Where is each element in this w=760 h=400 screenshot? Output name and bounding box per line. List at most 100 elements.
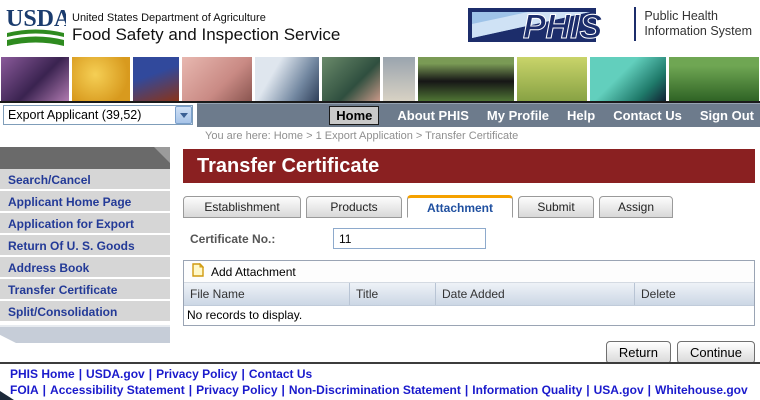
sidebar-header (0, 147, 170, 169)
certificate-number-input[interactable] (333, 228, 486, 249)
photo-pigs (182, 57, 252, 101)
nav-item-sign-out[interactable]: Sign Out (699, 108, 754, 123)
photo-chicks (72, 57, 130, 101)
photo-cattle (418, 57, 514, 101)
sidebar-header-fold (154, 147, 170, 163)
photo-lab-scientists (1, 57, 69, 101)
phis-logo-divider (634, 7, 637, 41)
column-title[interactable]: Title (349, 283, 435, 305)
attachment-table-header: File Name Title Date Added Delete (184, 283, 754, 306)
footer-link-accessibility-statement[interactable]: Accessibility Statement (50, 383, 185, 397)
footer-link-usda-gov[interactable]: USDA.gov (86, 367, 145, 381)
role-selector-dropdown-button[interactable] (175, 106, 192, 124)
return-button[interactable]: Return (605, 341, 671, 364)
footer-separator: | (586, 383, 590, 397)
footer-link-information-quality[interactable]: Information Quality (472, 383, 583, 397)
phis-logo-icon: PHIS (468, 8, 603, 44)
tab-bar: Establishment Products Attachment Submit… (183, 195, 755, 218)
sidebar-item-return-of-us-goods[interactable]: Return Of U. S. Goods (0, 235, 170, 257)
nav-item-contact-us[interactable]: Contact Us (613, 108, 682, 123)
content-area: Search/Cancel Applicant Home Page Applic… (0, 147, 760, 364)
footer-link-foia[interactable]: FOIA (10, 383, 39, 397)
svg-text:USDA: USDA (6, 6, 66, 32)
main-panel: Transfer Certificate Establishment Produ… (170, 147, 755, 364)
photo-meat-processing (322, 57, 380, 101)
footer-separator: | (464, 383, 469, 397)
sidebar-item-transfer-certificate[interactable]: Transfer Certificate (0, 279, 170, 301)
phis-tagline: Public Health Information System (644, 9, 752, 39)
footer-separator: | (148, 367, 153, 381)
phis-tagline-1: Public Health (644, 9, 718, 23)
tab-assign[interactable]: Assign (599, 196, 673, 218)
add-attachment-icon (192, 262, 205, 280)
footer-separator: | (241, 367, 245, 381)
usda-logo-icon: USDA (6, 6, 72, 55)
tab-products[interactable]: Products (306, 196, 402, 218)
footer-separator: | (647, 383, 651, 397)
footer-link-privacy-policy[interactable]: Privacy Policy (156, 367, 238, 381)
role-selector-zone: Export Applicant (39,52) (0, 103, 197, 127)
photo-banner (0, 57, 760, 103)
footer-link-phis-home[interactable]: PHIS Home (10, 367, 75, 381)
add-attachment-label[interactable]: Add Attachment (211, 264, 296, 279)
footer-link-contact-us[interactable]: Contact Us (248, 367, 313, 381)
photo-lab-coats (255, 57, 319, 101)
breadcrumb-row: You are here: Home > 1 Export Applicatio… (0, 127, 760, 147)
tab-submit[interactable]: Submit (518, 196, 594, 218)
photo-microscope-scientist (590, 57, 666, 101)
photo-field-person (517, 57, 587, 101)
footer-link-privacy-policy-2[interactable]: Privacy Policy (196, 383, 278, 397)
action-button-row: Return Continue (183, 341, 755, 364)
footer-corner-decoration (0, 391, 14, 400)
footer-separator: | (78, 367, 83, 381)
top-navbar: Home About PHIS My Profile Help Contact … (197, 103, 760, 127)
footer-link-whitehouse-gov[interactable]: Whitehouse.gov (655, 383, 748, 397)
role-selector-value: Export Applicant (39,52) (8, 108, 142, 122)
photo-crop-field (669, 57, 759, 101)
sidebar-item-split-consolidation[interactable]: Split/Consolidation (0, 301, 170, 323)
svg-text:PHIS: PHIS (523, 8, 603, 44)
sidebar-item-search-cancel[interactable]: Search/Cancel (0, 169, 170, 191)
sidebar-footer (0, 325, 170, 343)
footer-links-row-2: FOIA | Accessibility Statement | Privacy Pol… (10, 382, 760, 398)
photo-worker-hardhat (383, 57, 415, 101)
nav-item-about-phis[interactable]: About PHIS (397, 108, 469, 123)
footer-separator: | (188, 383, 193, 397)
nav-item-help[interactable]: Help (567, 108, 596, 123)
breadcrumb: You are here: Home > 1 Export Applicatio… (205, 130, 519, 142)
sidebar-item-address-book[interactable]: Address Book (0, 257, 170, 279)
page-title: Transfer Certificate (183, 149, 755, 183)
nav-item-my-profile[interactable]: My Profile (486, 108, 550, 123)
footer-link-non-discrimination[interactable]: Non-Discrimination Statement (288, 383, 461, 397)
sidebar-item-application-for-export[interactable]: Application for Export (0, 213, 170, 235)
empty-table-message: No records to display. (184, 306, 754, 325)
nav-row: Export Applicant (39,52) Home About PHIS… (0, 103, 760, 127)
department-line: United States Department of Agriculture (72, 12, 266, 25)
tab-establishment[interactable]: Establishment (183, 196, 301, 218)
nav-item-home[interactable]: Home (329, 106, 380, 125)
role-selector[interactable]: Export Applicant (39,52) (3, 105, 193, 125)
sidebar: Search/Cancel Applicant Home Page Applic… (0, 147, 170, 362)
site-header: USDA United States Department of Agricul… (0, 0, 760, 57)
photo-inspection-workers (133, 57, 179, 101)
footer-links-row-1: PHIS Home | USDA.gov | Privacy Policy | Contac… (10, 366, 760, 382)
column-file-name[interactable]: File Name (190, 287, 245, 301)
chevron-down-icon (179, 112, 188, 118)
phis-tagline-2: Information System (644, 24, 752, 38)
page-footer: PHIS Home | USDA.gov | Privacy Policy | Contac… (0, 362, 760, 400)
continue-button[interactable]: Continue (676, 341, 755, 364)
agency-line: Food Safety and Inspection Service (72, 25, 341, 45)
phis-logo: PHIS Public Health Information System (468, 4, 752, 44)
sidebar-menu: Search/Cancel Applicant Home Page Applic… (0, 169, 170, 323)
attachment-toolbar[interactable]: Add Attachment (184, 261, 754, 283)
footer-link-usa-gov[interactable]: USA.gov (593, 383, 644, 397)
certificate-number-label: Certificate No.: (190, 231, 276, 246)
tab-attachment[interactable]: Attachment (407, 195, 513, 218)
column-date-added[interactable]: Date Added (435, 283, 634, 305)
column-delete[interactable]: Delete (634, 283, 754, 305)
certificate-number-row: Certificate No.: (183, 228, 755, 249)
attachment-panel: Add Attachment File Name Title Date Adde… (183, 260, 755, 326)
sidebar-item-applicant-home-page[interactable]: Applicant Home Page (0, 191, 170, 213)
footer-separator: | (281, 383, 285, 397)
agency-name-block: United States Department of Agriculture … (72, 12, 340, 44)
